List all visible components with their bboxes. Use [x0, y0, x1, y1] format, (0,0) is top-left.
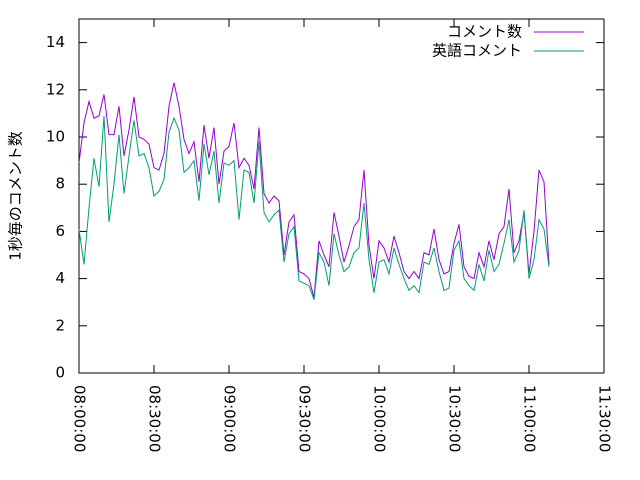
y-tick-label: 8 — [55, 175, 65, 193]
x-tick-label: 10:00:00 — [371, 385, 389, 452]
y-tick-label: 4 — [55, 269, 65, 287]
y-tick-label: 12 — [46, 80, 65, 98]
legend-label: コメント数 — [447, 23, 522, 41]
y-tick-label: 10 — [46, 128, 65, 146]
plot-frame — [78, 18, 605, 374]
legend-label: 英語コメント — [432, 42, 522, 60]
y-tick-label: 0 — [55, 364, 65, 382]
x-tick-label: 10:30:00 — [446, 385, 464, 452]
x-tick-label: 09:00:00 — [221, 385, 239, 452]
x-tick-label: 08:00:00 — [71, 385, 89, 452]
x-tick-label: 11:30:00 — [596, 385, 614, 452]
y-tick-label: 2 — [55, 316, 65, 334]
y-tick-label: 6 — [55, 222, 65, 240]
y-tick-label: 14 — [46, 33, 65, 51]
x-tick-label: 11:00:00 — [521, 385, 539, 452]
series-line — [78, 115, 550, 301]
x-tick-label: 08:30:00 — [146, 385, 164, 452]
x-tick-label: 09:30:00 — [296, 385, 314, 452]
y-axis-label: 1秒毎のコメント数 — [7, 131, 25, 261]
